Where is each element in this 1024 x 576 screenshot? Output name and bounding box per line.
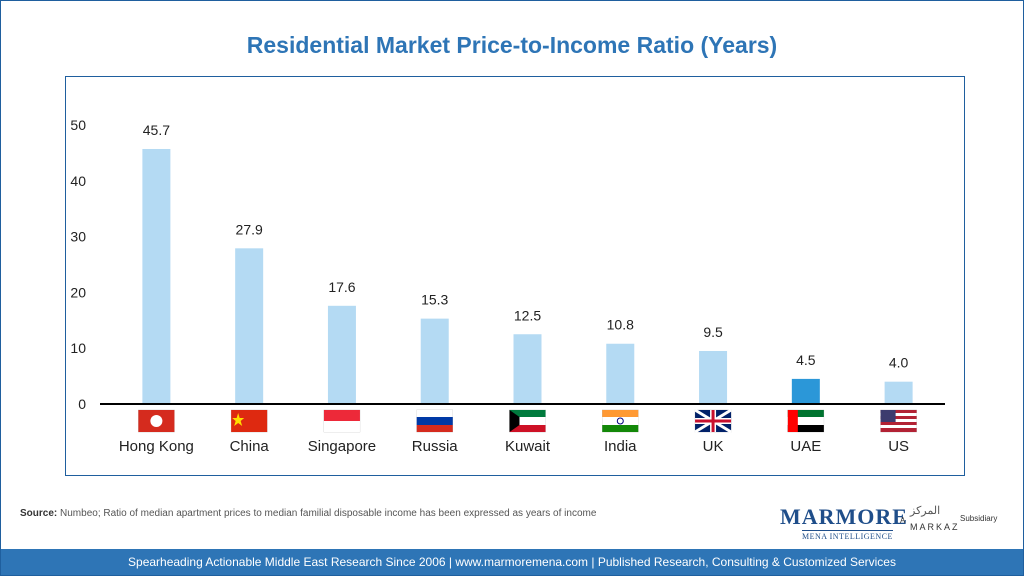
x-tick-label: India bbox=[604, 438, 637, 455]
flag-stripe bbox=[231, 410, 268, 432]
flag-stripe bbox=[509, 410, 546, 417]
logo-name: MARMORE bbox=[780, 504, 908, 529]
flag-stripe bbox=[880, 425, 917, 428]
flag-stripe bbox=[602, 425, 639, 432]
logo-arabic: المركز bbox=[910, 505, 941, 517]
data-label: 4.0 bbox=[889, 355, 909, 371]
flag-canton bbox=[880, 410, 896, 422]
flag-stripe bbox=[509, 425, 546, 432]
x-tick-label: Russia bbox=[412, 438, 459, 455]
chart-area bbox=[65, 76, 965, 476]
logo-tagline: MENA INTELLIGENCE bbox=[802, 530, 893, 541]
bar bbox=[235, 248, 264, 404]
bar bbox=[884, 381, 913, 404]
data-label: 17.6 bbox=[328, 279, 355, 295]
flag-stripe bbox=[880, 413, 917, 416]
data-label: 45.7 bbox=[143, 122, 170, 138]
source-note: Source: Numbeo; Ratio of median apartmen… bbox=[20, 508, 596, 519]
flag-trapezoid bbox=[509, 410, 520, 432]
flag-stripe bbox=[880, 410, 917, 413]
flag-stripe bbox=[787, 410, 824, 417]
flag-stripe bbox=[787, 425, 824, 432]
flag-stripe bbox=[880, 422, 917, 425]
flag-stripe bbox=[602, 417, 639, 425]
x-tick-label: Kuwait bbox=[505, 438, 551, 455]
logo-subsidiary: Subsidiary bbox=[960, 514, 998, 523]
flag-hoist bbox=[787, 410, 798, 432]
logo-connector: A bbox=[900, 516, 906, 525]
data-label: 27.9 bbox=[236, 221, 263, 237]
source-label: Source: bbox=[20, 508, 58, 519]
bar bbox=[513, 334, 542, 404]
flag-stripe bbox=[880, 428, 917, 432]
x-tick-label: Hong Kong bbox=[119, 438, 194, 455]
bar bbox=[791, 378, 820, 404]
chart-title: Residential Market Price-to-Income Ratio… bbox=[246, 32, 778, 58]
data-label: 15.3 bbox=[421, 292, 448, 308]
y-tick-label: 10 bbox=[70, 340, 86, 356]
y-tick-label: 30 bbox=[70, 229, 86, 245]
footer-bar: Spearheading Actionable Middle East Rese… bbox=[1, 549, 1023, 575]
flag-flower bbox=[150, 415, 163, 427]
bar bbox=[699, 350, 728, 404]
source-text: Numbeo; Ratio of median apartment prices… bbox=[60, 508, 597, 519]
flag-stripe bbox=[509, 417, 546, 425]
y-tick-label: 50 bbox=[70, 117, 86, 133]
flag-stripe bbox=[880, 419, 917, 422]
x-tick-label: Singapore bbox=[308, 438, 376, 455]
flag-stripe bbox=[602, 410, 639, 417]
data-label: 9.5 bbox=[703, 324, 723, 340]
x-tick-label: UK bbox=[703, 438, 724, 455]
logo-parent: MARKAZ bbox=[910, 522, 960, 532]
y-tick-label: 20 bbox=[70, 284, 86, 300]
bar bbox=[327, 305, 356, 404]
flag-stripe bbox=[416, 410, 453, 417]
flag-stripe bbox=[880, 416, 917, 419]
y-tick-label: 0 bbox=[78, 396, 86, 412]
y-tick-label: 40 bbox=[70, 173, 86, 189]
flag-stripe bbox=[416, 425, 453, 432]
bar bbox=[606, 343, 635, 404]
data-label: 12.5 bbox=[514, 307, 541, 323]
bar bbox=[142, 148, 171, 404]
bar bbox=[420, 318, 449, 404]
flag-stripe bbox=[416, 417, 453, 425]
x-tick-label: China bbox=[230, 438, 270, 455]
flag-cross bbox=[695, 419, 732, 423]
flag-chakra bbox=[616, 417, 624, 425]
marmore-logo: MARMORE MENA INTELLIGENCE A المركز MARKA… bbox=[780, 502, 1004, 542]
x-tick-label: US bbox=[888, 438, 909, 455]
x-tick-label: UAE bbox=[790, 438, 821, 455]
flag-stripe bbox=[323, 421, 360, 432]
flag-stripe bbox=[323, 410, 360, 421]
data-label: 4.5 bbox=[796, 352, 816, 368]
data-label: 10.8 bbox=[607, 317, 634, 333]
flag-star bbox=[232, 413, 245, 426]
flag-stripe bbox=[787, 417, 824, 425]
